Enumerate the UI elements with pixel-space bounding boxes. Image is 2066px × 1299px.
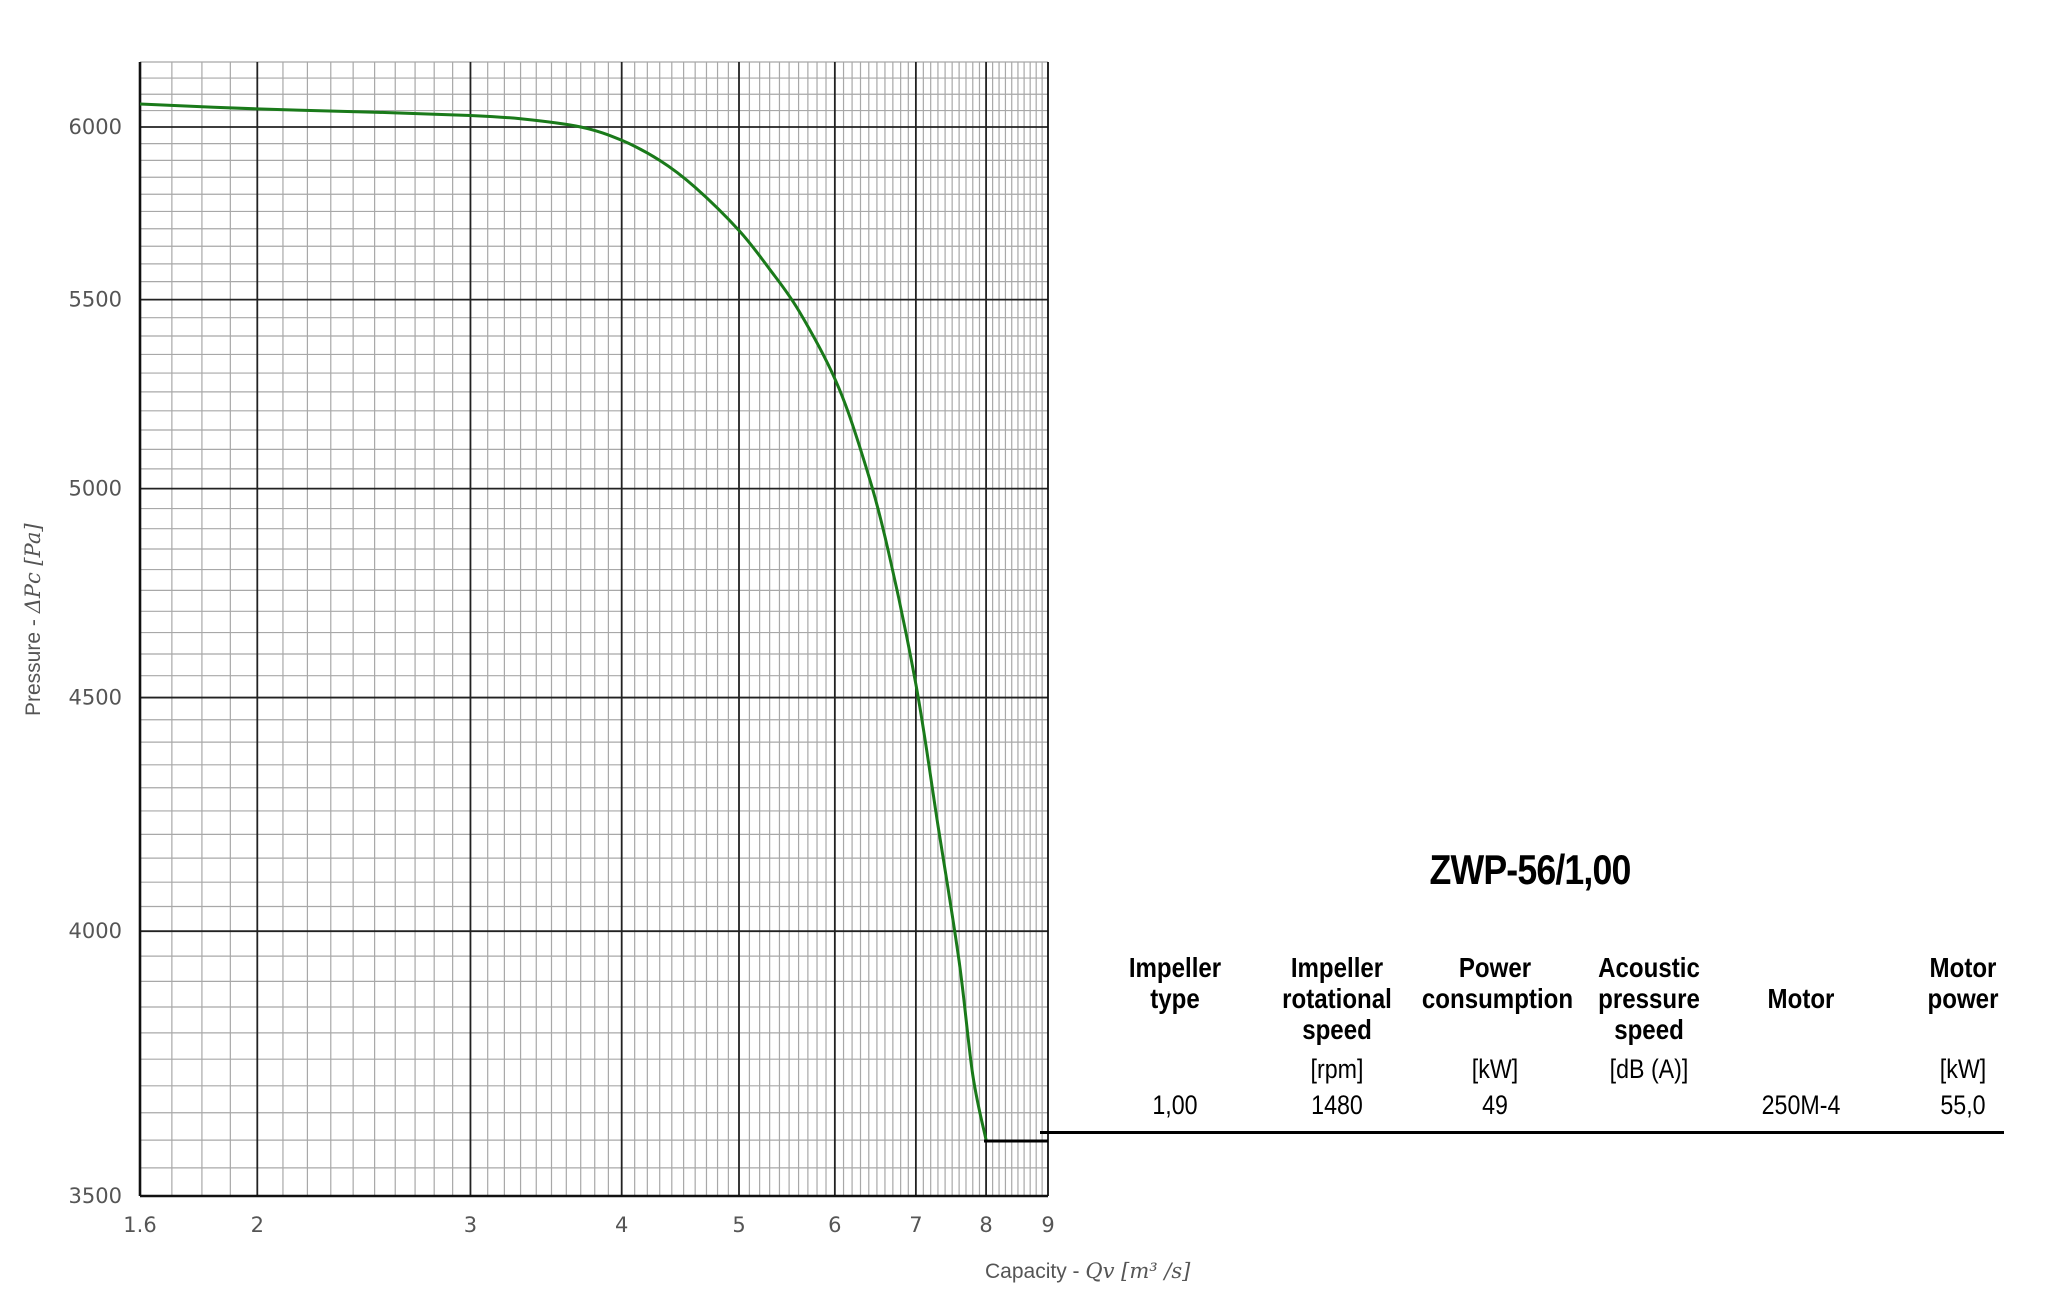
spec-header-rotational-speed: Impeller rotational speed xyxy=(1273,952,1402,1045)
spec-header-acoustic-pressure: Acoustic pressure speed xyxy=(1585,952,1714,1045)
x-tick-label: 7 xyxy=(909,1213,922,1237)
spec-unit-motor-power: [kW] xyxy=(1939,1054,1987,1084)
x-tick-label: 5 xyxy=(732,1213,745,1237)
x-tick-label: 8 xyxy=(979,1213,992,1237)
header-line: Impeller xyxy=(1290,952,1384,983)
major-gridlines xyxy=(140,62,1048,1196)
y-tick-labels: 3500 4000 4500 5000 5500 6000 xyxy=(69,115,122,1208)
y-tick-label: 5000 xyxy=(69,477,122,501)
spec-column-motor-power: Motor power xyxy=(1888,952,2038,1152)
x-tick-label: 1.6 xyxy=(123,1213,156,1237)
header-line: pressure xyxy=(1598,983,1700,1014)
series-line-pressure-curve xyxy=(139,102,988,1141)
spec-column-impeller-type: Impeller type xyxy=(1100,952,1250,1152)
header-line: speed xyxy=(1614,1014,1684,1045)
spec-column-power-consumption: Power consumption xyxy=(1410,952,1580,1152)
spec-unit-acoustic-pressure: [dB (A)] xyxy=(1609,1054,1689,1084)
header-line: Power xyxy=(1458,952,1532,983)
spec-value-power-consumption: 49 xyxy=(1482,1090,1508,1120)
header-line: Motor xyxy=(1929,952,1997,983)
y-axis-title: Pressure - ΔPc [Pa] xyxy=(21,523,45,716)
y-tick-label: 3500 xyxy=(69,1184,122,1208)
x-tick-label: 2 xyxy=(251,1213,264,1237)
x-tick-label: 4 xyxy=(615,1213,628,1237)
y-tick-label: 4000 xyxy=(69,919,122,943)
header-line: consumption xyxy=(1421,983,1574,1014)
y-tick-label: 6000 xyxy=(69,115,122,139)
x-axis-title: Capacity - Qv [m³ /s] xyxy=(985,1259,1191,1283)
spec-value-motor-power: 55,0 xyxy=(1940,1090,1986,1120)
table-bottom-rule xyxy=(1040,1131,2004,1134)
spec-column-acoustic-pressure: Acoustic pressure speed xyxy=(1574,952,1724,1152)
product-title: ZWP-56/1,00 xyxy=(1429,846,1632,893)
header-line: Motor xyxy=(1767,983,1835,1014)
spec-header-motor-power: Motor power xyxy=(1899,952,2028,1014)
spec-header-motor: Motor xyxy=(1737,983,1866,1014)
spec-unit-rotational-speed: [rpm] xyxy=(1310,1054,1364,1084)
x-axis-title-math: Qv [m³ /s] xyxy=(1085,1259,1191,1283)
x-axis-title-text: Capacity - xyxy=(985,1260,1085,1283)
y-axis-title-text: Pressure - xyxy=(22,613,45,716)
spec-value-rotational-speed: 1480 xyxy=(1311,1090,1363,1120)
x-tick-label: 6 xyxy=(828,1213,841,1237)
header-line: power xyxy=(1927,983,1999,1014)
spec-column-motor: Motor xyxy=(1726,952,1876,1152)
spec-header-impeller-type: Impeller type xyxy=(1111,952,1240,1014)
x-tick-label: 3 xyxy=(464,1213,477,1237)
spec-value-motor: 250M-4 xyxy=(1761,1090,1841,1120)
spec-value-impeller-type: 1,00 xyxy=(1152,1090,1198,1120)
header-line: rotational xyxy=(1282,983,1392,1014)
y-tick-label: 4500 xyxy=(69,686,122,710)
y-tick-label: 5500 xyxy=(69,288,122,312)
y-axis-title-math: ΔPc [Pa] xyxy=(21,523,45,615)
spec-column-rotational-speed: Impeller rotational speed xyxy=(1262,952,1412,1152)
header-line: Impeller xyxy=(1128,952,1222,983)
spec-header-power-consumption: Power consumption xyxy=(1421,952,1574,1014)
header-line: Acoustic xyxy=(1598,952,1700,983)
minor-gridlines xyxy=(140,61,1048,1196)
header-line: type xyxy=(1150,983,1200,1014)
header-line: speed xyxy=(1302,1014,1372,1045)
x-tick-labels: 1.6 2 3 4 5 6 7 8 9 xyxy=(123,1213,1054,1237)
x-tick-label: 9 xyxy=(1041,1213,1054,1237)
spec-unit-power-consumption: [kW] xyxy=(1471,1054,1519,1084)
